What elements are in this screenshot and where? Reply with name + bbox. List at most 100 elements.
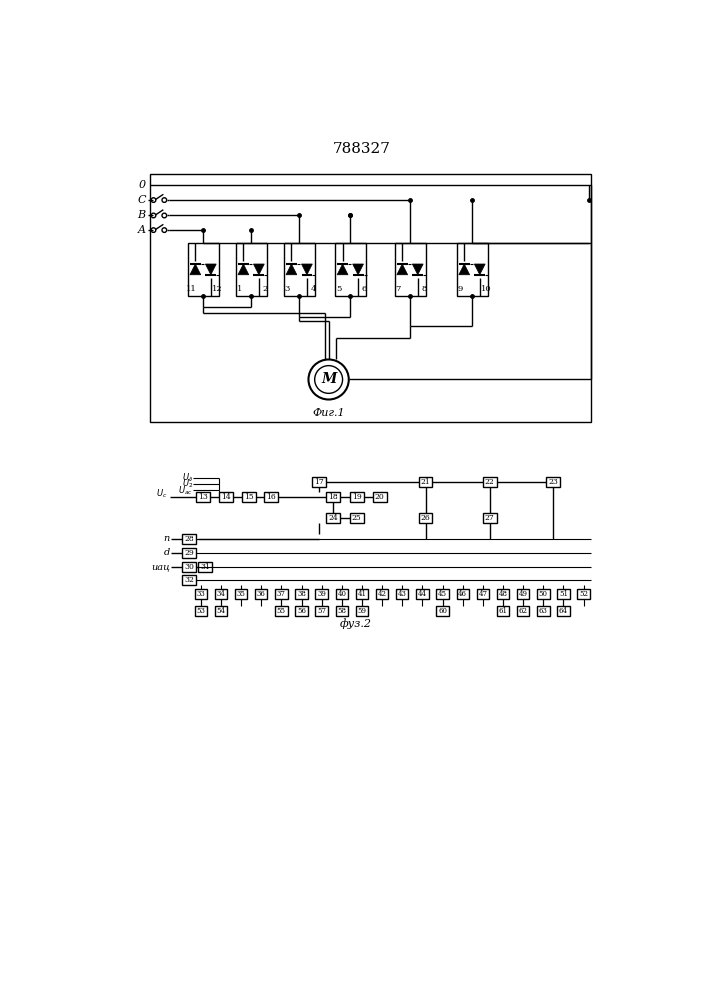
- Text: 0: 0: [139, 180, 146, 190]
- Text: 27: 27: [485, 514, 495, 522]
- Text: 45: 45: [438, 590, 447, 598]
- Text: 49: 49: [519, 590, 527, 598]
- Text: 39: 39: [317, 590, 326, 598]
- Text: uац: uац: [151, 562, 170, 571]
- Text: B: B: [138, 210, 146, 220]
- Text: $U_{ac}$: $U_{ac}$: [178, 484, 193, 497]
- Bar: [194, 589, 207, 599]
- Text: 60: 60: [438, 607, 447, 615]
- Bar: [312, 477, 327, 487]
- Text: 36: 36: [257, 590, 266, 598]
- Polygon shape: [459, 264, 469, 275]
- Text: 63: 63: [539, 607, 548, 615]
- Text: 62: 62: [519, 607, 527, 615]
- Text: $U_c$: $U_c$: [156, 487, 168, 500]
- Bar: [335, 243, 366, 296]
- Text: 48: 48: [498, 590, 508, 598]
- Bar: [235, 589, 247, 599]
- Polygon shape: [206, 264, 216, 275]
- Text: 30: 30: [185, 563, 194, 571]
- Text: 4: 4: [310, 285, 316, 293]
- Text: 24: 24: [328, 514, 338, 522]
- Bar: [457, 589, 469, 599]
- Bar: [483, 477, 497, 487]
- Text: 32: 32: [185, 576, 194, 584]
- Text: 22: 22: [485, 478, 495, 486]
- Text: 56: 56: [297, 607, 306, 615]
- Bar: [315, 606, 328, 616]
- Bar: [255, 589, 267, 599]
- Text: 29: 29: [185, 549, 194, 557]
- Bar: [187, 243, 218, 296]
- Text: 28: 28: [185, 535, 194, 543]
- Text: фуз.2: фуз.2: [340, 618, 372, 629]
- Text: n: n: [163, 534, 170, 543]
- Text: 34: 34: [216, 590, 226, 598]
- Bar: [242, 492, 256, 502]
- Text: 2: 2: [262, 285, 268, 293]
- Bar: [264, 492, 279, 502]
- Text: 35: 35: [237, 590, 245, 598]
- Polygon shape: [190, 264, 201, 275]
- Text: 33: 33: [197, 590, 205, 598]
- Bar: [284, 243, 315, 296]
- Bar: [356, 589, 368, 599]
- Text: 44: 44: [418, 590, 427, 598]
- Bar: [537, 606, 549, 616]
- Bar: [235, 243, 267, 296]
- Text: 41: 41: [358, 590, 366, 598]
- Polygon shape: [301, 264, 312, 275]
- Text: C: C: [137, 195, 146, 205]
- Text: 19: 19: [351, 493, 361, 501]
- Text: 1: 1: [237, 285, 243, 293]
- Text: 40: 40: [337, 590, 346, 598]
- Text: 3: 3: [285, 285, 291, 293]
- Bar: [336, 589, 348, 599]
- Bar: [396, 589, 409, 599]
- Bar: [182, 534, 196, 544]
- Bar: [557, 589, 570, 599]
- Text: 18: 18: [328, 493, 338, 501]
- Text: 788327: 788327: [333, 142, 391, 156]
- Text: 14: 14: [221, 493, 231, 501]
- Bar: [419, 477, 433, 487]
- Bar: [215, 606, 227, 616]
- Text: 25: 25: [351, 514, 361, 522]
- Bar: [151, 174, 590, 422]
- Text: 50: 50: [539, 590, 548, 598]
- Text: 47: 47: [479, 590, 487, 598]
- Polygon shape: [337, 264, 348, 275]
- Bar: [275, 606, 288, 616]
- Text: 8: 8: [421, 285, 426, 293]
- Text: 9: 9: [457, 285, 463, 293]
- Bar: [547, 477, 561, 487]
- Text: 61: 61: [498, 607, 508, 615]
- Text: d: d: [163, 548, 170, 557]
- Text: 52: 52: [579, 590, 588, 598]
- Text: 12: 12: [211, 285, 222, 293]
- Text: 17: 17: [315, 478, 325, 486]
- Text: 38: 38: [297, 590, 306, 598]
- Text: 26: 26: [421, 514, 431, 522]
- Text: 6: 6: [362, 285, 367, 293]
- Bar: [578, 589, 590, 599]
- Bar: [296, 606, 308, 616]
- Polygon shape: [286, 264, 297, 275]
- Polygon shape: [253, 264, 264, 275]
- Bar: [275, 589, 288, 599]
- Bar: [416, 589, 428, 599]
- Text: 20: 20: [375, 493, 385, 501]
- Bar: [327, 513, 340, 523]
- Text: 7: 7: [396, 285, 401, 293]
- Text: 51: 51: [559, 590, 568, 598]
- Bar: [356, 606, 368, 616]
- Bar: [483, 513, 497, 523]
- Polygon shape: [238, 264, 249, 275]
- Bar: [196, 492, 210, 502]
- Bar: [537, 589, 549, 599]
- Bar: [315, 589, 328, 599]
- Text: $U_\partial$: $U_\partial$: [182, 472, 193, 484]
- Text: 42: 42: [378, 590, 387, 598]
- Bar: [497, 589, 509, 599]
- Bar: [457, 243, 488, 296]
